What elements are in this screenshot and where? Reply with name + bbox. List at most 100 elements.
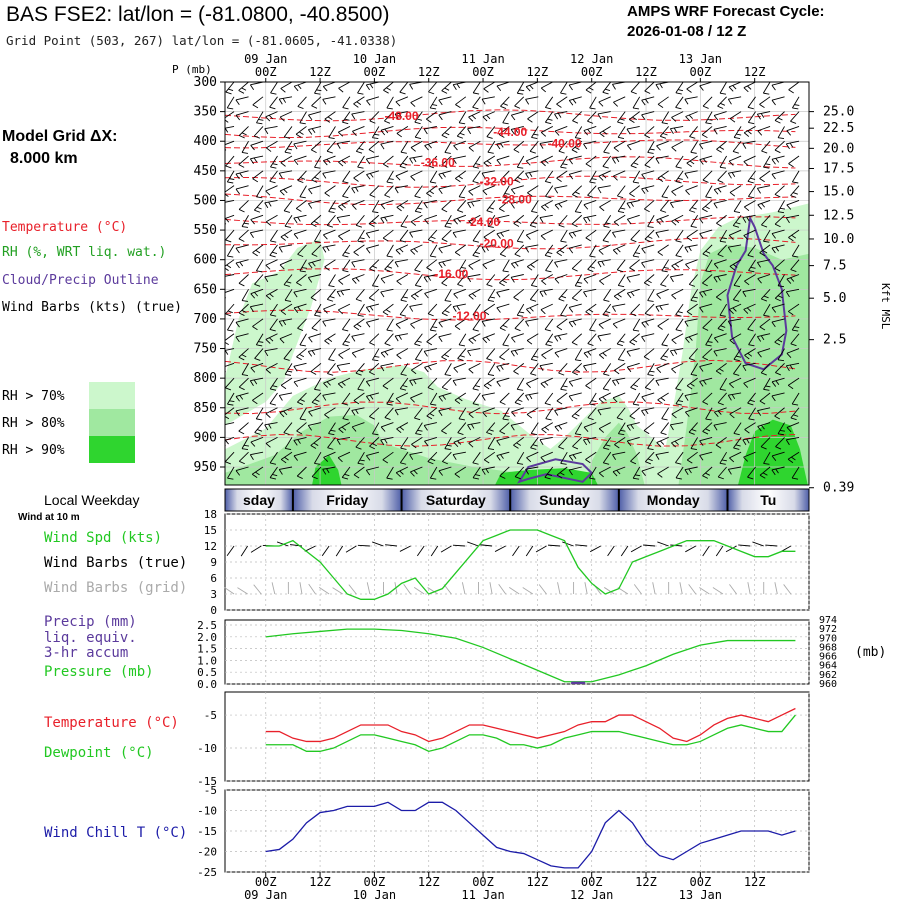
wind-barb <box>544 318 554 332</box>
barb-staff <box>759 392 771 402</box>
wind-barb <box>438 318 452 328</box>
barb-flag <box>293 307 299 313</box>
wind-barb <box>655 82 669 90</box>
cycle-value: 2026-01-08 / 12 Z <box>627 23 747 40</box>
barb-staff <box>728 170 742 174</box>
wind-barb <box>785 436 800 446</box>
wind-barb <box>395 244 409 255</box>
barb-staff <box>629 185 640 194</box>
barb-flag <box>313 220 319 224</box>
wind-barb <box>510 274 524 283</box>
wind-barb <box>571 407 583 420</box>
barb-staff <box>771 377 785 383</box>
barb-staff <box>280 155 293 164</box>
barb-staff <box>250 140 264 146</box>
wind-barb <box>757 200 771 210</box>
barb-flag <box>656 145 661 151</box>
barb-flag <box>355 277 360 282</box>
barb-staff <box>264 274 278 278</box>
precip-tick-label: 1.0 <box>197 654 217 667</box>
wind-barb <box>626 422 640 431</box>
weekday-label: Sunday <box>539 492 590 508</box>
wind-barb <box>269 170 278 184</box>
barb-flag <box>441 282 448 287</box>
barb-flag <box>743 87 749 93</box>
wind-barb <box>328 200 336 214</box>
barb-staff <box>603 215 612 227</box>
weekday-label: Saturday <box>426 492 486 508</box>
barb-staff <box>771 82 785 86</box>
barb-flag <box>669 202 674 209</box>
barb-flag <box>759 326 766 331</box>
wind-barb <box>357 155 365 169</box>
barb-staff <box>511 274 524 278</box>
wind-barb <box>791 392 800 406</box>
wind-barb <box>602 82 612 95</box>
barb-flag <box>750 266 756 269</box>
wind-barb <box>514 318 525 332</box>
barb-flag <box>702 282 708 287</box>
barb-flag <box>235 470 241 476</box>
barb-staff <box>583 362 597 367</box>
barb-flag <box>540 235 546 241</box>
barb-staff <box>513 214 525 224</box>
wind-barb <box>744 274 756 286</box>
barb-staff <box>714 259 727 265</box>
wind-barb <box>540 229 553 241</box>
wind-barb <box>238 303 249 316</box>
barb-flag <box>394 187 399 194</box>
barb-flag <box>528 172 533 178</box>
wind-barb <box>424 436 438 447</box>
barb-flag <box>314 314 321 317</box>
barb-flag <box>473 92 480 95</box>
wind-barb-true <box>467 541 479 547</box>
barb-staff <box>689 200 698 211</box>
wind-barb <box>444 363 452 376</box>
barb-staff <box>613 140 626 149</box>
barb-flag <box>293 440 298 446</box>
wind-barb <box>686 451 698 464</box>
pressure-tick-label: 350 <box>194 105 217 120</box>
barb-staff <box>252 170 264 180</box>
barb-flag <box>256 206 262 210</box>
barb-staff <box>569 318 582 323</box>
barb-staff <box>790 333 800 345</box>
barb-flag <box>438 336 443 342</box>
pressure-label: Pressure (mb) <box>44 664 154 680</box>
barb-staff <box>589 170 597 183</box>
barb-flag <box>225 119 229 123</box>
barb-flag <box>310 371 317 375</box>
barb-flag <box>575 285 582 288</box>
wind-barb <box>241 215 249 228</box>
barb-staff <box>554 259 568 263</box>
wind-barb-grid <box>522 587 534 595</box>
barb-staff <box>369 185 380 196</box>
barb-flag <box>384 194 391 198</box>
barb-flag <box>619 118 625 121</box>
barb-staff <box>583 348 597 354</box>
barb-flag <box>717 328 724 332</box>
barb-flag <box>771 159 776 165</box>
wind-barb <box>585 377 597 390</box>
wind-barb <box>380 288 394 298</box>
weekday-label: sday <box>243 492 275 508</box>
barb-flag <box>328 433 335 436</box>
barb-staff <box>338 274 351 281</box>
barb-staff <box>254 348 264 359</box>
barb-staff <box>269 377 278 390</box>
wind-barb <box>791 318 800 332</box>
barb-staff <box>660 274 670 285</box>
wind-barb <box>669 348 684 357</box>
barb-flag <box>613 147 619 152</box>
barb-staff <box>458 333 467 346</box>
barb-staff <box>352 422 365 428</box>
barb-flag <box>748 270 755 273</box>
barb-flag <box>545 344 552 347</box>
barb-staff <box>659 126 670 137</box>
barb-flag <box>427 387 434 391</box>
barb-flag <box>633 477 640 480</box>
barb-staff <box>585 82 597 91</box>
barb-staff <box>657 170 669 179</box>
wind-barb <box>269 392 278 406</box>
wind-barb <box>409 303 423 312</box>
